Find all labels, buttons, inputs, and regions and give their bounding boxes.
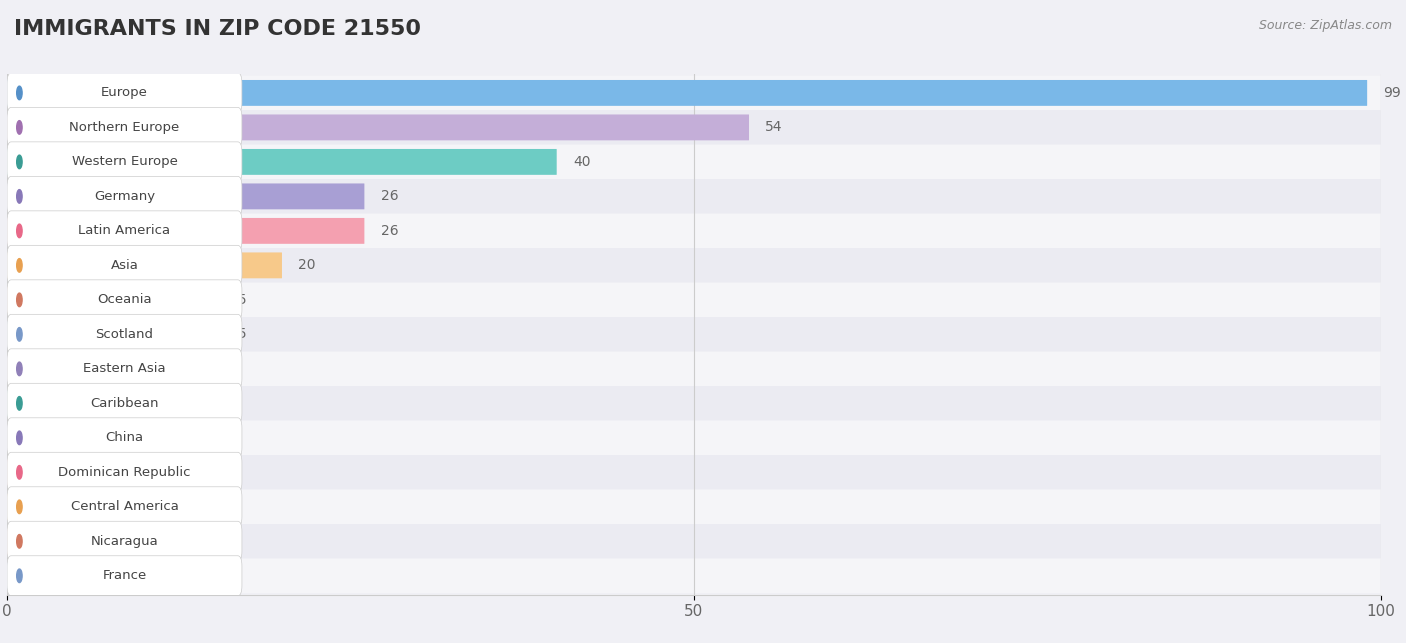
FancyBboxPatch shape	[7, 425, 159, 451]
Circle shape	[17, 293, 22, 307]
FancyBboxPatch shape	[7, 352, 1381, 386]
Text: IMMIGRANTS IN ZIP CODE 21550: IMMIGRANTS IN ZIP CODE 21550	[14, 19, 420, 39]
FancyBboxPatch shape	[7, 76, 1381, 110]
Text: 26: 26	[381, 190, 398, 203]
Text: 15: 15	[229, 327, 247, 341]
Circle shape	[17, 500, 22, 514]
Circle shape	[17, 155, 22, 168]
Text: Oceania: Oceania	[97, 293, 152, 306]
FancyBboxPatch shape	[7, 452, 242, 493]
Text: 9: 9	[148, 534, 156, 548]
FancyBboxPatch shape	[7, 559, 1381, 593]
FancyBboxPatch shape	[7, 183, 364, 210]
Text: France: France	[103, 569, 146, 583]
Text: Central America: Central America	[70, 500, 179, 513]
FancyBboxPatch shape	[7, 80, 1367, 106]
Text: Northern Europe: Northern Europe	[69, 121, 180, 134]
FancyBboxPatch shape	[7, 455, 1381, 489]
FancyBboxPatch shape	[7, 283, 1381, 317]
Text: Europe: Europe	[101, 86, 148, 100]
FancyBboxPatch shape	[7, 563, 117, 589]
FancyBboxPatch shape	[7, 494, 131, 520]
Text: Western Europe: Western Europe	[72, 156, 177, 168]
FancyBboxPatch shape	[7, 218, 364, 244]
FancyBboxPatch shape	[7, 487, 242, 527]
Text: 12: 12	[188, 396, 205, 410]
Text: 26: 26	[381, 224, 398, 238]
Circle shape	[17, 397, 22, 410]
Circle shape	[17, 362, 22, 376]
Circle shape	[17, 86, 22, 100]
FancyBboxPatch shape	[7, 314, 242, 354]
Text: 9: 9	[148, 500, 156, 514]
FancyBboxPatch shape	[7, 179, 1381, 213]
Circle shape	[17, 121, 22, 134]
FancyBboxPatch shape	[7, 246, 242, 285]
Text: 14: 14	[217, 362, 233, 376]
Circle shape	[17, 466, 22, 479]
FancyBboxPatch shape	[7, 459, 145, 485]
FancyBboxPatch shape	[7, 383, 242, 423]
Text: 99: 99	[1384, 86, 1402, 100]
FancyBboxPatch shape	[7, 356, 200, 382]
FancyBboxPatch shape	[7, 248, 1381, 283]
FancyBboxPatch shape	[7, 317, 1381, 352]
Text: Caribbean: Caribbean	[90, 397, 159, 410]
FancyBboxPatch shape	[7, 110, 1381, 145]
Text: 54: 54	[765, 120, 783, 134]
Text: Asia: Asia	[111, 259, 138, 272]
Text: Eastern Asia: Eastern Asia	[83, 363, 166, 376]
FancyBboxPatch shape	[7, 176, 242, 217]
Circle shape	[17, 224, 22, 238]
FancyBboxPatch shape	[7, 421, 1381, 455]
FancyBboxPatch shape	[7, 213, 1381, 248]
FancyBboxPatch shape	[7, 521, 242, 561]
Circle shape	[17, 431, 22, 444]
FancyBboxPatch shape	[7, 211, 242, 251]
FancyBboxPatch shape	[7, 149, 557, 175]
Circle shape	[17, 190, 22, 203]
FancyBboxPatch shape	[7, 280, 242, 320]
FancyBboxPatch shape	[7, 386, 1381, 421]
FancyBboxPatch shape	[7, 529, 131, 554]
FancyBboxPatch shape	[7, 390, 172, 416]
Text: Dominican Republic: Dominican Republic	[58, 466, 191, 479]
Text: Source: ZipAtlas.com: Source: ZipAtlas.com	[1258, 19, 1392, 32]
FancyBboxPatch shape	[7, 322, 214, 347]
FancyBboxPatch shape	[7, 524, 1381, 559]
Text: 10: 10	[160, 466, 179, 479]
Text: 11: 11	[174, 431, 193, 445]
Circle shape	[17, 534, 22, 548]
FancyBboxPatch shape	[7, 145, 1381, 179]
FancyBboxPatch shape	[7, 253, 283, 278]
Text: 15: 15	[229, 293, 247, 307]
Text: 8: 8	[134, 569, 142, 583]
Text: Germany: Germany	[94, 190, 155, 203]
FancyBboxPatch shape	[7, 114, 749, 140]
Circle shape	[17, 258, 22, 272]
Text: 40: 40	[574, 155, 591, 169]
Text: Scotland: Scotland	[96, 328, 153, 341]
Circle shape	[17, 327, 22, 341]
Text: 20: 20	[298, 258, 316, 273]
FancyBboxPatch shape	[7, 73, 242, 113]
Circle shape	[17, 569, 22, 583]
FancyBboxPatch shape	[7, 418, 242, 458]
FancyBboxPatch shape	[7, 556, 242, 596]
FancyBboxPatch shape	[7, 287, 214, 312]
Text: China: China	[105, 431, 143, 444]
Text: Nicaragua: Nicaragua	[90, 535, 159, 548]
Text: Latin America: Latin America	[79, 224, 170, 237]
FancyBboxPatch shape	[7, 349, 242, 389]
FancyBboxPatch shape	[7, 142, 242, 182]
FancyBboxPatch shape	[7, 489, 1381, 524]
FancyBboxPatch shape	[7, 107, 242, 147]
